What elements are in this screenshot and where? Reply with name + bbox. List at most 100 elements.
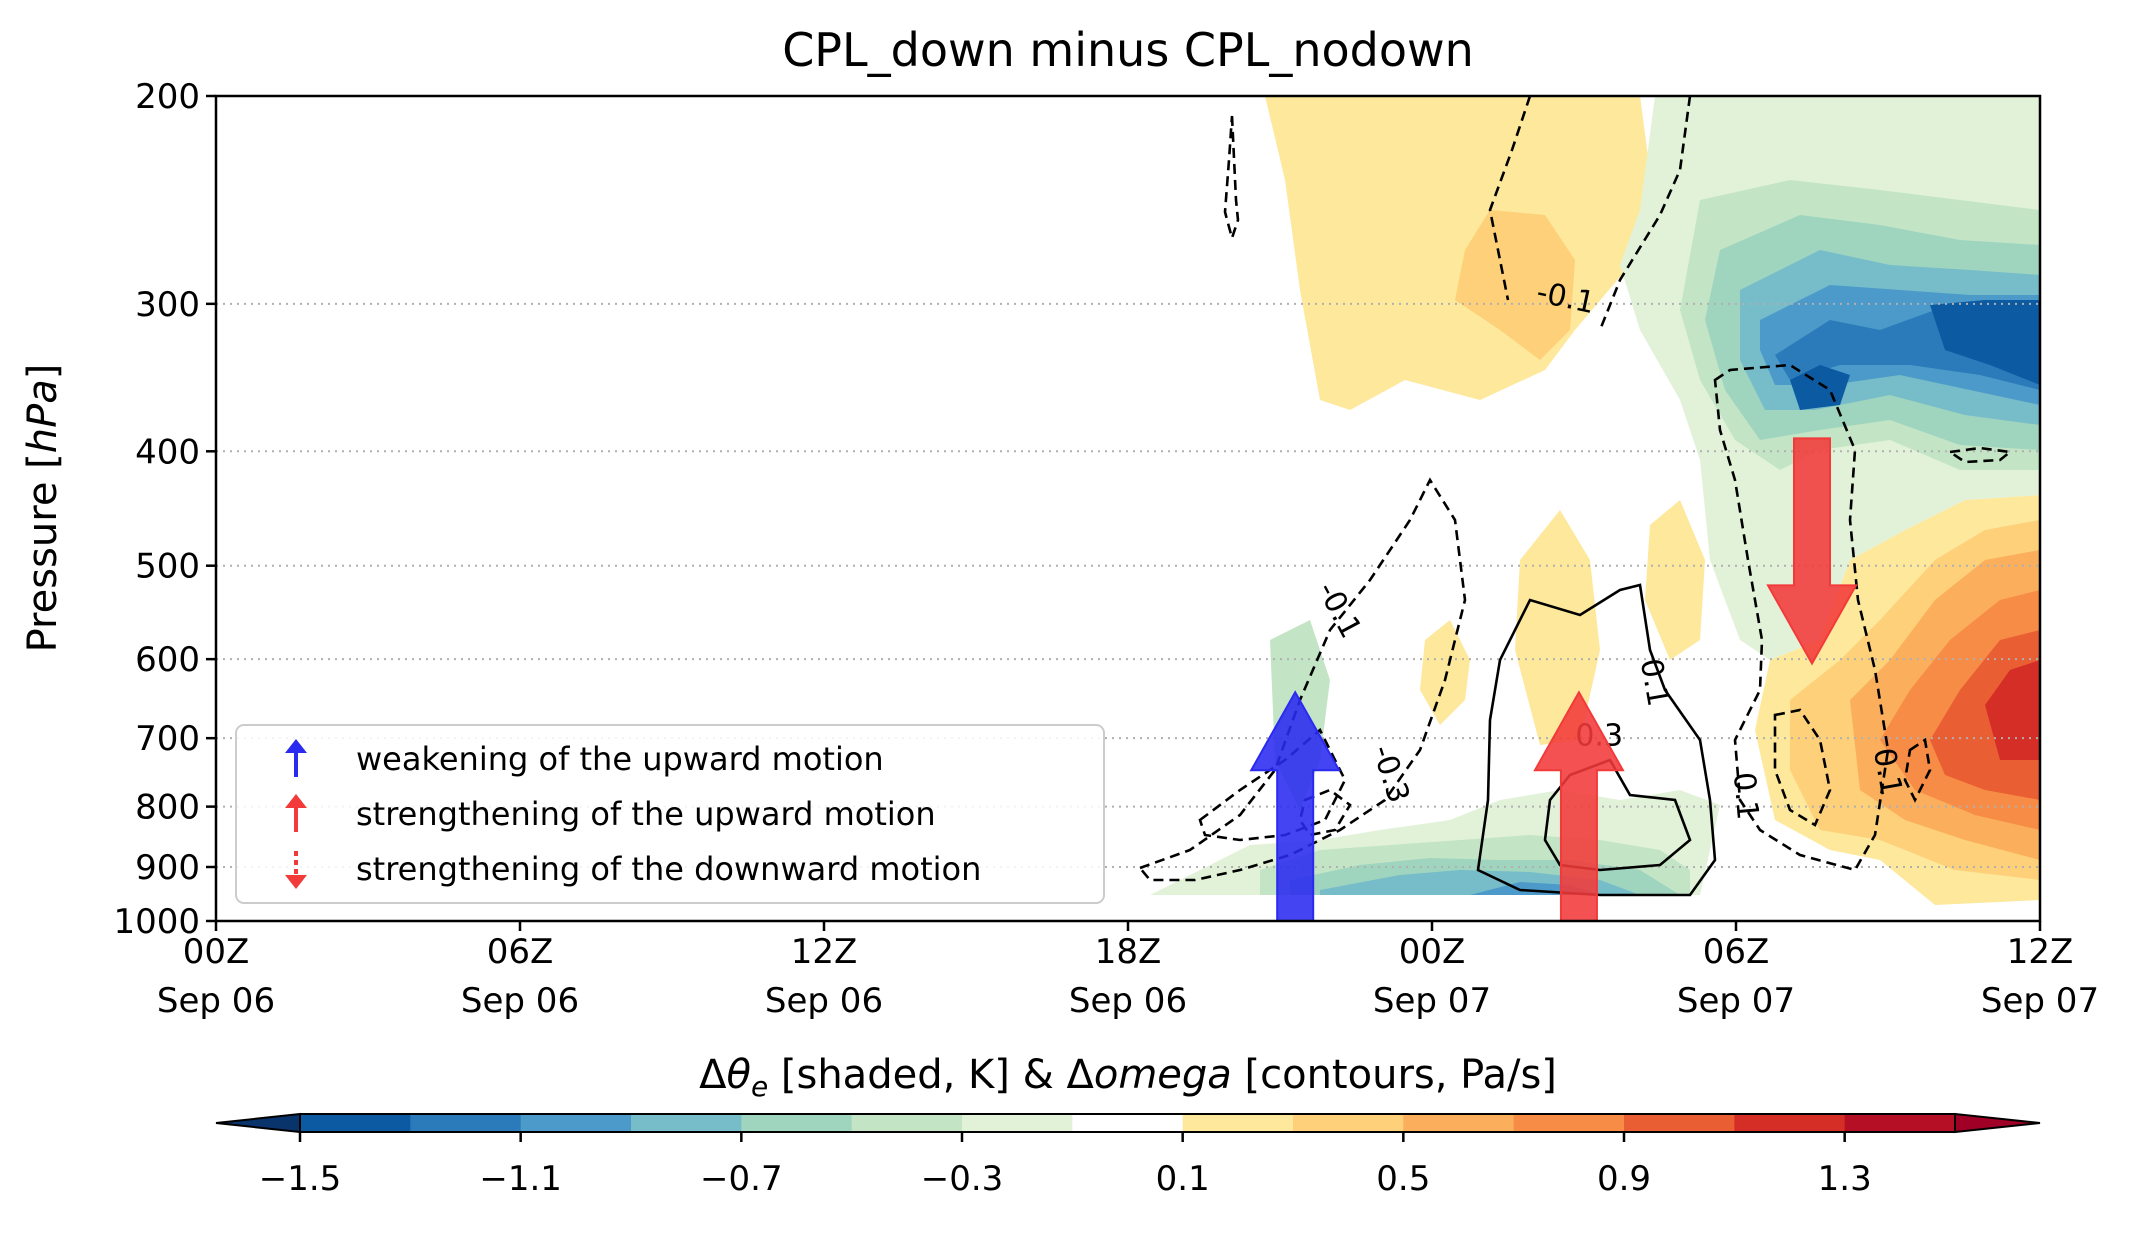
colorbar-segment [631,1114,742,1132]
colorbar-label-sub: e [751,1070,768,1103]
colorbar-label-end: [contours, Pa/s] [1232,1052,1557,1098]
colorbar-segment [1293,1114,1404,1132]
shade-upper-warm-core [1455,210,1575,360]
y-tick-label: 900 [135,848,200,888]
x-tick-label-date: Sep 06 [765,981,883,1021]
shade-right-darkred [1985,660,2040,760]
contour-neg-left-mid [1198,727,1347,842]
shade-upper-cool-core-1 [1930,300,2040,385]
legend-label: weakening of the upward motion [356,740,884,778]
colorbar-label-omega: omega [1094,1052,1232,1098]
legend-arrow-head [285,739,307,753]
colorbar-segment [741,1114,853,1132]
legend-arrow-up-blue [285,739,307,777]
x-tick-label: 06Z [1703,932,1770,972]
y-tick-label: 700 [135,719,200,759]
y-axis-label-main: Pressure [ [20,453,66,652]
contour-neg-right-inner [1773,708,1832,827]
x-tick-label: 00Z [1399,932,1466,972]
contour-neg-top-left [1223,115,1240,243]
colorbar-segment [1513,1114,1625,1132]
y-tick-label: 1000 [113,902,200,942]
contour-label: 0.1 [1633,656,1676,709]
grid-lines [216,302,2040,868]
legend: weakening of the upward motion strengthe… [235,724,1105,904]
colorbar-segment [1403,1114,1515,1132]
colorbar-label-mid: [shaded, K] & Δ [768,1052,1094,1098]
colorbar-tick-label: 0.1 [1156,1159,1210,1199]
colorbar-segment [1844,1114,1956,1132]
colorbar-tick-label: 1.3 [1818,1159,1872,1199]
x-tick-label: 12Z [791,932,858,972]
x-tick-label-date: Sep 06 [461,981,579,1021]
contour-neg-far-right [1946,446,2014,464]
y-tick-label: 400 [135,432,200,472]
y-axis-label: Pressure [hPa] [20,364,66,653]
x-tick-label: 18Z [1095,932,1162,972]
motion-arrows [1249,437,1858,922]
contour-label: 0.1 [1866,745,1909,798]
shade-low-warm-2 [1515,510,1600,745]
colorbar-segment [1734,1114,1846,1132]
colorbar-segment [300,1114,411,1132]
colorbar-tick-label: −0.3 [921,1159,1004,1199]
x-tick-label: 12Z [2007,932,2074,972]
colorbar-extend-low [215,1112,301,1134]
colorbar: −1.5 −1.1 −0.7 −0.3 0.1 0.5 0.9 1.3 [215,1112,2041,1199]
upward-motion-arrow [1249,690,1341,922]
y-tick-label: 300 [135,285,200,325]
contour-pos-outer [1476,583,1717,897]
colorbar-tick-label: −0.7 [700,1159,783,1199]
colorbar-segment [1624,1114,1735,1132]
contour-neg-right-small [1903,737,1932,803]
colorbar-tick-label: −1.5 [259,1159,342,1199]
colorbar-segment [1182,1114,1294,1132]
contour-label: 0.1 [1726,771,1765,822]
colorbar-segment [410,1114,522,1132]
legend-arrow-up-red [285,794,307,832]
contour-neg-top-right [1598,96,1692,331]
contour-neg-left-inner [1298,788,1352,837]
x-tick-label-date: Sep 07 [1677,981,1795,1021]
colorbar-segment [520,1114,632,1132]
colorbar-tick-label: 0.5 [1376,1159,1430,1199]
colorbar-segment [851,1114,963,1132]
x-tick-label-date: Sep 07 [1373,981,1491,1021]
colorbar-segment [1072,1114,1184,1132]
colorbar-extend-high [1954,1112,2041,1134]
colorbar-label-theta: θ [726,1052,750,1098]
x-tick-label-date: Sep 06 [157,981,275,1021]
y-tick-label: 200 [135,77,200,117]
x-tick-label: 06Z [487,932,554,972]
colorbar-tick-label: 0.9 [1597,1159,1651,1199]
colorbar-tick-label: −1.1 [479,1159,562,1199]
legend-box [235,724,1105,904]
chart-title: CPL_down minus CPL_nodown [782,23,1474,77]
legend-label: strengthening of the downward motion [356,850,981,888]
x-tick-label-date: Sep 06 [1069,981,1187,1021]
contour-neg-top-center [1488,96,1532,301]
legend-arrow-head [285,875,307,889]
upward-motion-arrow [1533,690,1625,922]
legend-item-strengthening-upward: strengthening of the upward motion [285,794,936,833]
y-tick-label: 800 [135,788,200,828]
colorbar-label: Δθe [shaded, K] & Δomega [contours, Pa/s… [699,1052,1557,1103]
downward-motion-arrow [1766,437,1858,666]
x-axis: 00Z Sep 06 06Z Sep 06 12Z Sep 06 18Z Sep 06 00Z S… [157,921,2099,1021]
colorbar-segment [962,1114,1073,1132]
shade-low-warm-1 [1420,620,1470,725]
y-tick-label: 600 [135,640,200,680]
contour-neg-right-outer [1713,363,1890,872]
y-axis-label-end: ] [20,364,66,380]
y-axis: 200 300 400 500 600 700 800 900 1000 [113,77,216,942]
y-tick-label: 500 [135,547,200,587]
y-axis-label-unit: hPa [20,379,66,453]
legend-arrow-down-red [285,851,307,889]
x-tick-label-date: Sep 07 [1981,981,2099,1021]
colorbar-frame [299,1113,1956,1133]
shade-low-warm-3 [1645,500,1705,660]
x-tick-label: 00Z [183,932,250,972]
plot-area: -0.1-0.1-0.30.30.10.10.1 [214,94,2042,923]
legend-item-strengthening-downward: strengthening of the downward motion [285,850,981,889]
